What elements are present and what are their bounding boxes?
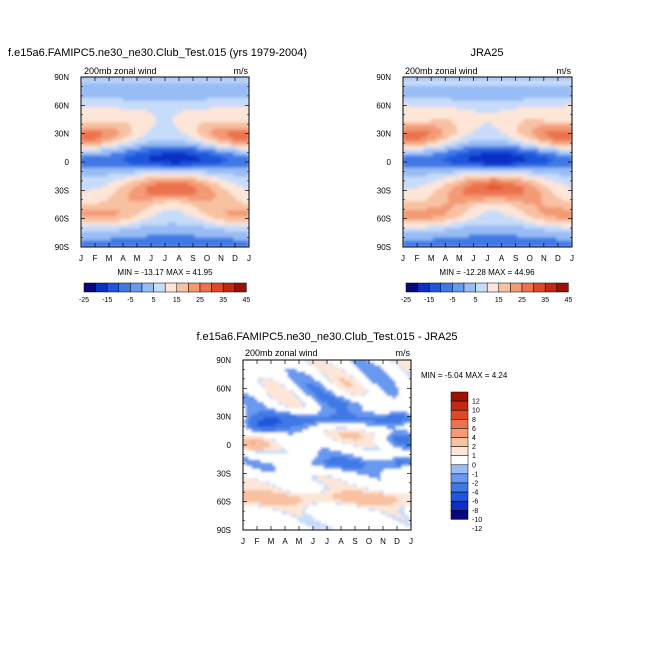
obs-left-label: 200mb zonal wind <box>405 66 478 76</box>
x-tick-label: A <box>176 254 182 263</box>
y-tick-label: 90N <box>54 73 69 82</box>
x-tick-label: A <box>120 254 126 263</box>
model-contour-field <box>81 77 250 248</box>
obs-title: JRA25 <box>470 47 503 59</box>
x-tick-label: M <box>134 254 141 263</box>
y-tick-label: 90S <box>55 243 69 252</box>
colorbar-box <box>142 283 154 292</box>
colorbar-box <box>130 283 142 292</box>
obs-right-label: m/s <box>557 66 572 76</box>
colorbar-box <box>235 283 247 292</box>
colorbar-label: 5 <box>152 297 156 304</box>
model-left-label: 200mb zonal wind <box>84 66 157 76</box>
x-tick-label: D <box>232 254 238 263</box>
x-tick-label: M <box>106 254 113 263</box>
y-tick-label: 30S <box>55 186 69 195</box>
colorbar-box <box>177 283 189 292</box>
colorbar-label: -5 <box>127 297 133 304</box>
colorbar-label: 25 <box>196 297 204 304</box>
colorbar-box <box>212 283 224 292</box>
x-tick-label: N <box>218 254 224 263</box>
y-tick-label: 0 <box>65 158 70 167</box>
x-tick-label: J <box>247 254 251 263</box>
colorbar-box <box>119 283 131 292</box>
colorbar-label: -25 <box>79 297 89 304</box>
colorbar-box <box>188 283 200 292</box>
x-tick-label: J <box>79 254 83 263</box>
model-colorbar: -25 -15 -5 5 15 25 35 45 <box>79 283 250 304</box>
y-tick-label: 60N <box>54 101 69 110</box>
model-min-max: MIN = -13.17 MAX = 41.95 <box>117 268 213 277</box>
colorbar-box <box>200 283 212 292</box>
colorbar-label: 15 <box>173 297 181 304</box>
y-tick-label: 30N <box>54 130 69 139</box>
model-panel: f.e15a6.FAMIPC5.ne30_ne30.Club_Test.015 … <box>8 47 307 304</box>
model-title: f.e15a6.FAMIPC5.ne30_ne30.Club_Test.015 … <box>8 47 307 59</box>
obs-contour-field <box>403 77 573 248</box>
colorbar-box <box>154 283 166 292</box>
colorbar-box <box>107 283 119 292</box>
x-tick-label: J <box>149 254 153 263</box>
model-right-label: m/s <box>234 66 249 76</box>
x-tick-label: F <box>93 254 98 263</box>
x-tick-label: O <box>204 254 210 263</box>
y-tick-label: 60S <box>55 215 69 224</box>
colorbar-box <box>96 283 108 292</box>
colorbar-label: -15 <box>102 297 112 304</box>
colorbar-box <box>165 283 177 292</box>
colorbar-label: 35 <box>219 297 227 304</box>
colorbar-box <box>223 283 235 292</box>
x-tick-label: S <box>190 254 195 263</box>
colorbar-box <box>84 283 96 292</box>
colorbar-label: 45 <box>243 297 251 304</box>
x-tick-label: J <box>163 254 167 263</box>
